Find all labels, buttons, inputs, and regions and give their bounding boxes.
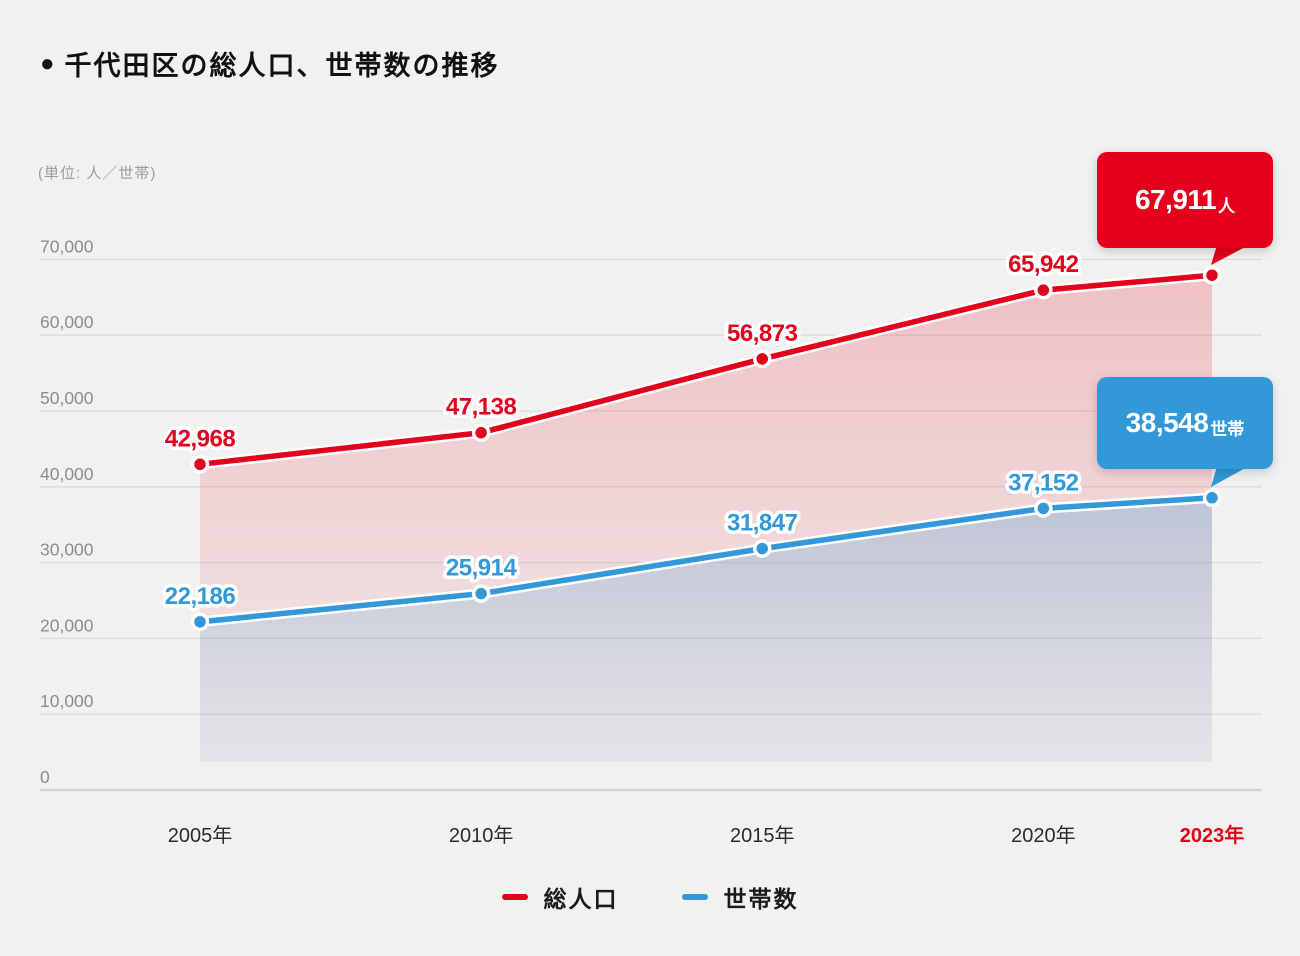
series-area [200,497,1212,762]
y-tick-label: 20,000 [40,615,94,635]
y-tick-label: 60,000 [40,312,94,332]
data-point-label: 37,152 [1008,469,1079,496]
data-point-label: 22,186 [165,583,236,610]
callout-tail [1211,466,1249,487]
data-point [190,455,210,474]
legend-label-households: 世帯数 [723,886,799,912]
data-point [471,423,491,442]
data-point [190,612,210,632]
data-point-label: 47,138 [446,394,517,421]
bullet-icon: ● [40,49,55,77]
data-point [1034,499,1053,518]
legend-label-population: 総人口 [543,886,619,912]
page-title: ● 千代田区の総人口、世帯数の推移 [40,44,500,83]
population-line-swatch [501,894,528,900]
x-tick-label: 2010年 [449,824,514,847]
data-point [1202,265,1222,285]
data-point-label: 56,873 [727,320,798,347]
population-callout-unit: 人 [1218,196,1236,216]
y-tick-label: 0 [40,767,50,787]
x-tick-label: 2020年 [1011,824,1076,847]
data-point [752,539,772,558]
y-tick-label: 70,000 [40,236,94,256]
households-callout-value: 38,548 [1125,407,1209,438]
households-line-swatch [681,894,708,900]
unit-label: (単位: 人／世帯) [38,165,157,182]
callout-tail [1211,245,1249,265]
x-tick-label: 2015年 [730,824,795,847]
data-point-label: 65,942 [1008,251,1079,278]
y-tick-label: 30,000 [40,540,94,560]
y-tick-label: 10,000 [40,691,94,711]
data-point [471,584,491,603]
y-tick-label: 40,000 [40,464,94,484]
x-tick-label: 2023年 [1180,823,1245,847]
legend-item-households: 世帯数 [681,880,799,914]
data-point [1202,488,1222,508]
data-point-label: 42,968 [165,425,236,452]
data-point [1034,280,1053,300]
legend-item-population: 総人口 [501,880,619,914]
page-title-text: 千代田区の総人口、世帯数の推移 [64,51,500,81]
data-point [752,349,772,369]
data-point-label: 25,914 [446,555,518,582]
population-callout: 67,911 人 [1097,152,1273,248]
data-point-label: 31,847 [727,510,798,537]
households-callout-unit: 世帯 [1210,419,1245,439]
y-tick-label: 50,000 [40,388,94,408]
legend: 総人口 世帯数 [0,880,1300,914]
population-callout-value: 67,911 [1134,184,1217,215]
households-callout: 38,548 世帯 [1097,377,1273,469]
x-tick-label: 2005年 [168,824,233,847]
